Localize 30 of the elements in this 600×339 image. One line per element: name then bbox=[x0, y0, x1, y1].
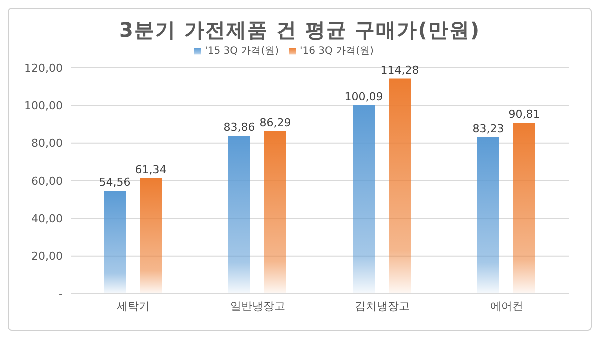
bar bbox=[264, 131, 286, 294]
bar bbox=[389, 78, 411, 294]
legend-label: '15 3Q 가격(원) bbox=[205, 46, 279, 57]
y-tick-label: 20,00 bbox=[32, 250, 63, 264]
y-tick-label: 80,00 bbox=[32, 137, 63, 150]
x-tick-label: 김치냉장고 bbox=[354, 300, 410, 313]
data-label: 90,81 bbox=[508, 108, 540, 121]
y-tick-label: - bbox=[59, 288, 64, 301]
y-tick-label: 40,00 bbox=[32, 212, 63, 226]
data-label: 54,56 bbox=[99, 176, 131, 190]
bar bbox=[514, 122, 536, 294]
y-tick-label: 60,00 bbox=[32, 174, 63, 188]
data-label: 86,29 bbox=[260, 116, 292, 130]
data-label: 83,23 bbox=[472, 122, 504, 136]
x-tick-label: 에어컨 bbox=[490, 300, 524, 313]
bar bbox=[353, 105, 375, 294]
data-label: 114,28 bbox=[380, 64, 420, 77]
x-tick-label: 세탁기 bbox=[116, 300, 150, 313]
bar bbox=[228, 136, 250, 294]
x-tick-label: 일반냉장고 bbox=[230, 300, 286, 313]
bar bbox=[478, 137, 500, 294]
legend-label: '16 3Q 가격(원) bbox=[300, 46, 374, 57]
y-tick-label: 120,00 bbox=[24, 62, 63, 75]
data-label: 83,86 bbox=[224, 121, 256, 134]
bar bbox=[140, 178, 162, 294]
data-label: 61,34 bbox=[135, 163, 167, 176]
bar bbox=[104, 191, 126, 294]
y-tick-label: 100,00 bbox=[24, 100, 63, 113]
data-label: 100,09 bbox=[344, 90, 384, 104]
chart-title: 3분기 가전제품 건 평균 구매가(만원) bbox=[118, 17, 482, 44]
